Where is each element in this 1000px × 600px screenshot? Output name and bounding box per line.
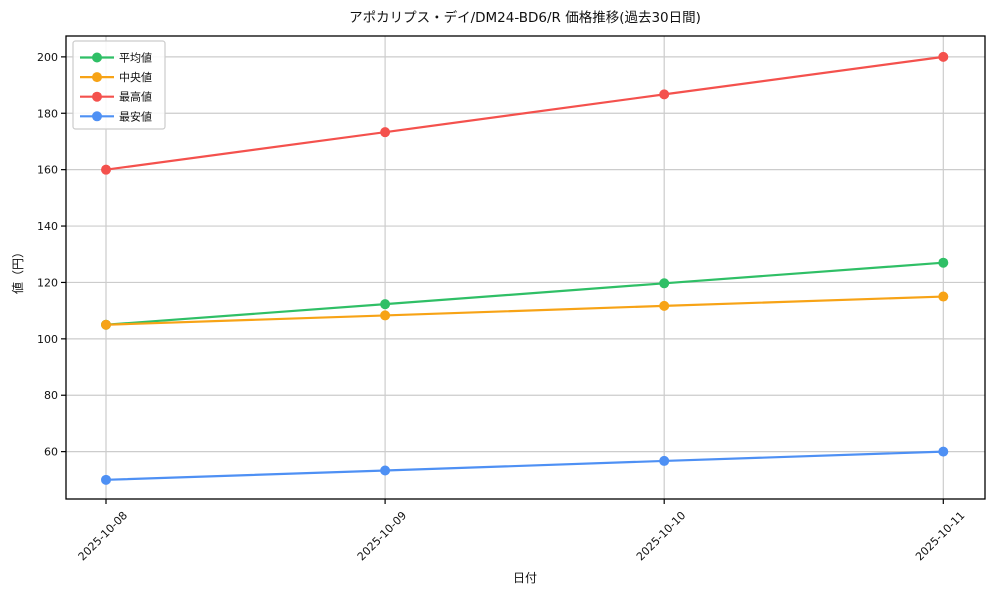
legend-item-min: 最安値 bbox=[80, 109, 152, 123]
legend-swatch-marker-avg bbox=[92, 52, 102, 63]
series-layer bbox=[101, 51, 949, 485]
y-tick-label-140: 140 bbox=[37, 220, 58, 233]
series-avg-point-1 bbox=[380, 299, 391, 310]
y-tick-label-60: 60 bbox=[44, 446, 58, 459]
series-min-line bbox=[104, 450, 945, 481]
series-avg-point-3 bbox=[938, 257, 949, 268]
legend-item-max: 最高値 bbox=[80, 90, 152, 104]
y-tick-label-200: 200 bbox=[37, 51, 58, 64]
y-tick-label-100: 100 bbox=[37, 333, 58, 346]
legend-label-min: 最安値 bbox=[119, 109, 152, 123]
x-tick-label-2: 2025-10-10 bbox=[634, 509, 688, 563]
x-axis-label: 日付 bbox=[513, 571, 537, 585]
series-avg-point-2 bbox=[659, 278, 670, 289]
series-max-point-3 bbox=[938, 51, 949, 62]
legend-label-median: 中央値 bbox=[119, 71, 152, 84]
series-max-point-0 bbox=[101, 164, 111, 175]
series-median-point-2 bbox=[659, 300, 670, 311]
series-median-point-1 bbox=[380, 310, 391, 321]
legend-swatch-marker-median bbox=[92, 72, 102, 83]
grid-layer bbox=[66, 36, 985, 499]
y-tick-label-120: 120 bbox=[37, 276, 58, 289]
legend-label-max: 最高値 bbox=[119, 90, 152, 104]
plot-border bbox=[65, 35, 986, 500]
series-min-point-0 bbox=[101, 474, 111, 485]
series-min-point-1 bbox=[380, 465, 391, 476]
x-tick-label-0: 2025-10-08 bbox=[76, 509, 130, 563]
y-tick-label-80: 80 bbox=[44, 389, 58, 402]
x-tick-label-1: 2025-10-09 bbox=[355, 509, 409, 563]
series-median-point-3 bbox=[938, 291, 949, 302]
legend-box bbox=[72, 40, 166, 130]
series-median-point-0 bbox=[101, 319, 111, 330]
y-axis-label: 値（円） bbox=[10, 246, 25, 294]
series-max-point-2 bbox=[659, 89, 670, 100]
series-max-line bbox=[104, 55, 945, 171]
y-tick-label-160: 160 bbox=[37, 164, 58, 177]
legend-item-median: 中央値 bbox=[80, 71, 152, 84]
chart-title: アポカリプス・デイ/DM24-BD6/R 価格推移(過去30日間) bbox=[349, 9, 701, 26]
x-tick-label-3: 2025-10-11 bbox=[913, 509, 967, 563]
legend-label-avg: 平均値 bbox=[119, 52, 152, 65]
series-median-line bbox=[104, 295, 945, 326]
legend-item-avg: 平均値 bbox=[80, 52, 152, 65]
legend-swatch-marker-max bbox=[92, 91, 102, 102]
series-min-point-3 bbox=[938, 446, 949, 457]
y-tick-label-180: 180 bbox=[37, 107, 58, 120]
series-avg-line bbox=[104, 261, 945, 326]
series-min-point-2 bbox=[659, 455, 670, 466]
series-max-point-1 bbox=[380, 127, 391, 138]
legend-swatch-marker-min bbox=[92, 111, 102, 122]
